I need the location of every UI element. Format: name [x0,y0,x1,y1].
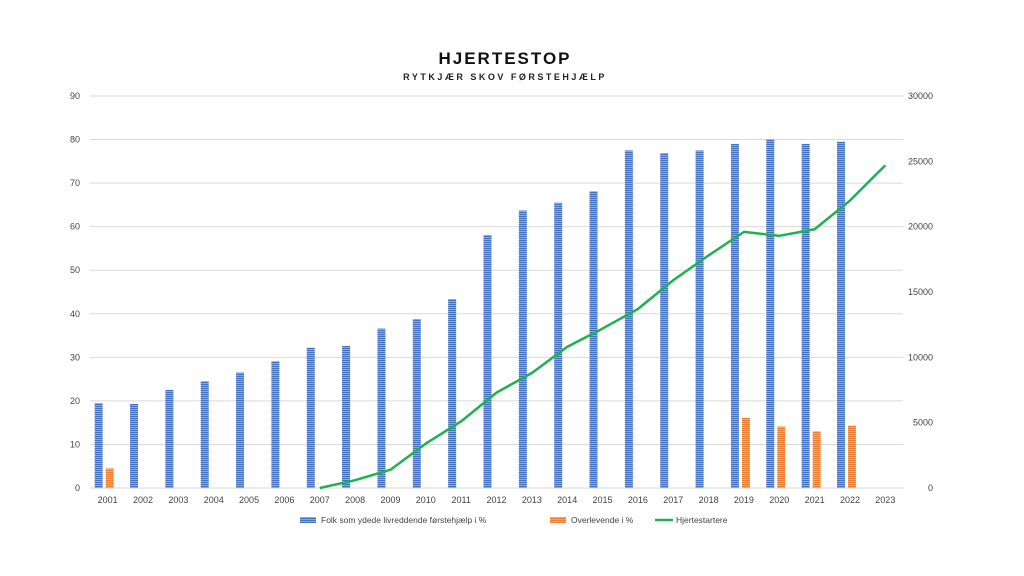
legend-swatch [300,517,316,523]
y2-tick-label: 0 [928,483,933,493]
bar [271,361,280,488]
bar [801,143,810,488]
x-tick-label: 2011 [451,495,470,505]
chart-subtitle: RYTKJÆR SKOV FØRSTEHJÆLP [403,72,607,82]
bar [377,328,386,488]
line-series [319,164,887,490]
legend-swatch [550,517,566,523]
x-tick-label: 2022 [840,495,860,505]
x-tick-label: 2017 [663,495,683,505]
x-tick-label: 2009 [380,495,400,505]
y-tick-label: 50 [70,265,80,275]
y-tick-label: 0 [75,483,80,493]
x-tick-label: 2002 [133,495,153,505]
y-tick-label: 80 [70,135,80,145]
right-axis: 0 5000 10000 15000 20000 25000 30000 [908,91,933,493]
legend-label: Folk som ydede livreddende førstehjælp i… [321,515,487,525]
bar [448,298,457,488]
bar [412,319,421,488]
x-axis: 2001 2002 2003 2004 2005 2006 2007 2008 2009 2010… [98,495,896,505]
bar [94,403,103,488]
x-tick-label: 2001 [98,495,118,505]
legend-label: Overlevende i % [571,515,634,525]
y2-tick-label: 20000 [908,222,933,232]
line-path [319,164,887,490]
bar [518,210,527,488]
y-tick-label: 30 [70,352,80,362]
bar [200,381,209,488]
bar [660,153,669,488]
bar [777,426,786,488]
x-tick-label: 2003 [168,495,188,505]
legend: Folk som ydede livreddende førstehjælp i… [300,515,728,525]
bar [836,141,845,488]
x-tick-label: 2013 [522,495,542,505]
y2-tick-label: 30000 [908,91,933,101]
legend-label: Hjertestartere [676,515,728,525]
y-tick-label: 90 [70,91,80,101]
bar [730,143,739,488]
bar [165,390,174,488]
x-tick-label: 2008 [345,495,365,505]
bar [812,431,821,488]
y-tick-label: 70 [70,178,80,188]
y2-tick-label: 25000 [908,156,933,166]
x-tick-label: 2012 [486,495,506,505]
bar [766,139,775,489]
chart-title: HJERTESTOP [438,49,571,68]
x-tick-label: 2007 [310,495,330,505]
x-tick-label: 2004 [204,495,224,505]
x-tick-label: 2019 [734,495,754,505]
x-tick-label: 2015 [593,495,613,505]
y2-tick-label: 10000 [908,352,933,362]
bar [236,372,245,488]
y-tick-label: 20 [70,396,80,406]
bars [94,139,856,489]
bar [624,150,633,488]
y-tick-label: 40 [70,309,80,319]
bar [554,202,563,488]
x-tick-label: 2018 [699,495,719,505]
left-axis: 0 10 20 30 40 50 60 70 80 90 [70,91,80,493]
gridlines [90,95,903,489]
y2-tick-label: 5000 [913,418,933,428]
x-tick-label: 2006 [274,495,294,505]
bar [589,191,598,489]
x-tick-label: 2020 [769,495,789,505]
y-tick-label: 60 [70,222,80,232]
y-tick-label: 10 [70,439,80,449]
x-tick-label: 2016 [628,495,648,505]
x-tick-label: 2023 [875,495,895,505]
bar [105,468,114,488]
x-tick-label: 2021 [805,495,825,505]
x-tick-label: 2005 [239,495,259,505]
bar [306,347,315,488]
y2-tick-label: 15000 [908,287,933,297]
x-tick-label: 2014 [557,495,577,505]
bar [741,417,750,488]
bar [847,425,856,488]
x-tick-label: 2010 [416,495,436,505]
bar [483,234,492,488]
bar [342,346,351,488]
bar [695,150,704,488]
bar [130,403,139,488]
